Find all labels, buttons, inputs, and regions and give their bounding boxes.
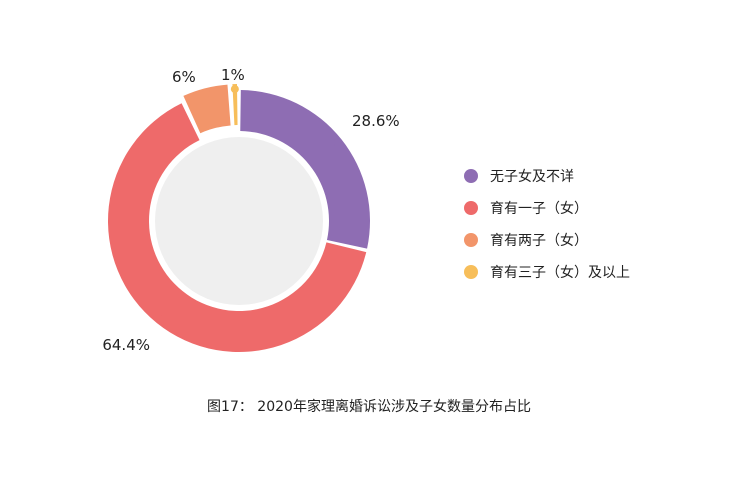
label-marker — [333, 138, 342, 147]
label-marker — [202, 89, 211, 98]
donut-slice — [183, 84, 231, 134]
legend-swatch-icon — [464, 265, 478, 279]
donut-center — [155, 137, 323, 305]
label-marker — [230, 85, 239, 94]
legend-swatch-icon — [464, 201, 478, 215]
legend-label: 育有三子（女）及以上 — [490, 265, 630, 281]
data-label: 28.6% — [352, 112, 400, 130]
data-label: 1% — [221, 66, 245, 84]
legend-item: 育有一子（女） — [464, 192, 630, 224]
legend-swatch-icon — [464, 233, 478, 247]
donut-slice — [240, 90, 370, 249]
data-label: 64.4% — [102, 336, 150, 354]
legend-label: 育有两子（女） — [490, 233, 588, 249]
label-marker — [155, 315, 164, 324]
donut-slice — [232, 84, 238, 126]
donut-slice — [108, 103, 367, 352]
legend-item: 无子女及不详 — [464, 160, 630, 192]
chart-title: 图17： 2020年家理离婚诉讼涉及子女数量分布占比 — [207, 399, 531, 415]
legend-item: 育有两子（女） — [464, 224, 630, 256]
data-label: 6% — [172, 68, 196, 86]
data-labels: 28.6% 64.4% 6% 1% — [102, 66, 399, 354]
legend-label: 育有一子（女） — [490, 201, 588, 217]
donut-slices — [108, 84, 370, 352]
legend-label: 无子女及不详 — [490, 169, 574, 185]
legend-item: 育有三子（女）及以上 — [464, 256, 630, 288]
legend: 无子女及不详 育有一子（女） 育有两子（女） 育有三子（女）及以上 — [464, 160, 630, 288]
legend-swatch-icon — [464, 169, 478, 183]
